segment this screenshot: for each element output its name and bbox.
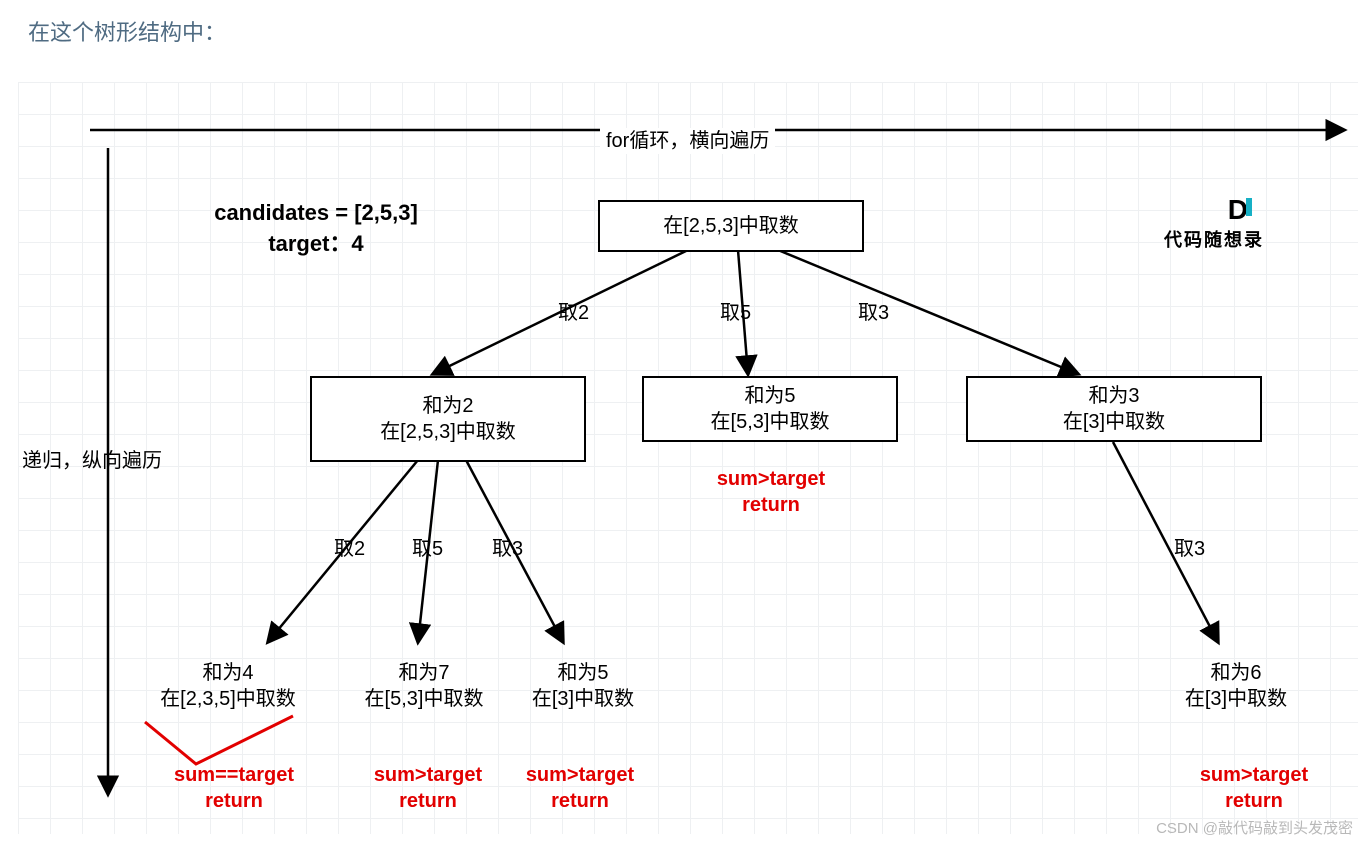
result-note: sum>target return <box>706 466 836 518</box>
edge-label: 取5 <box>720 300 751 326</box>
node-text: 在[3]中取数 <box>518 686 648 712</box>
result-text: sum>target <box>1194 762 1314 788</box>
node-l2-a: 和为4 在[2,3,5]中取数 <box>148 660 308 712</box>
result-text: sum==target <box>164 762 304 788</box>
node-l1-b: 和为5 在[5,3]中取数 <box>642 376 898 442</box>
node-root-text: 在[2,5,3]中取数 <box>663 213 799 239</box>
node-l2-d: 和为6 在[3]中取数 <box>1166 660 1306 712</box>
node-l2-b: 和为7 在[5,3]中取数 <box>354 660 494 712</box>
result-text: return <box>706 492 836 518</box>
result-text: sum>target <box>706 466 836 492</box>
edge-label: 取3 <box>492 536 523 562</box>
result-text: return <box>368 788 488 814</box>
result-text: sum>target <box>368 762 488 788</box>
node-text: 和为7 <box>354 660 494 686</box>
node-text: 和为6 <box>1166 660 1306 686</box>
target-label: target：4 <box>186 226 446 258</box>
node-text: 和为3 <box>1088 383 1139 409</box>
result-note: sum>target return <box>520 762 640 814</box>
result-note: sum==target return <box>164 762 304 814</box>
result-note: sum>target return <box>368 762 488 814</box>
node-text: 在[3]中取数 <box>1166 686 1306 712</box>
node-text: 在[2,5,3]中取数 <box>380 419 516 445</box>
node-text: 和为5 <box>518 660 648 686</box>
diagram-canvas: for循环，横向遍历 递归，纵向遍历 candidates = [2,5,3] … <box>18 82 1358 834</box>
node-l2-c: 和为5 在[3]中取数 <box>518 660 648 712</box>
node-text: 和为2 <box>422 393 473 419</box>
node-root: 在[2,5,3]中取数 <box>598 200 864 252</box>
node-text: 在[5,3]中取数 <box>354 686 494 712</box>
node-text: 和为4 <box>148 660 308 686</box>
logo-text: 代码随想录 <box>1164 226 1264 252</box>
node-text: 在[2,3,5]中取数 <box>148 686 308 712</box>
node-l1-a: 和为2 在[2,5,3]中取数 <box>310 376 586 462</box>
logo-mark: D <box>1228 194 1248 225</box>
edge-label: 取3 <box>858 300 889 326</box>
node-text: 和为5 <box>744 383 795 409</box>
edge-label: 取5 <box>412 536 443 562</box>
edge-label: 取3 <box>1174 536 1205 562</box>
edge-label: 取2 <box>558 300 589 326</box>
result-text: sum>target <box>520 762 640 788</box>
result-note: sum>target return <box>1194 762 1314 814</box>
candidates-label: candidates = [2,5,3] <box>186 200 446 226</box>
watermark: CSDN @敲代码敲到头发茂密 <box>1156 817 1353 838</box>
result-text: return <box>164 788 304 814</box>
result-text: return <box>1194 788 1314 814</box>
result-text: return <box>520 788 640 814</box>
vertical-axis-label: 递归，纵向遍历 <box>22 444 162 473</box>
edge-label: 取2 <box>334 536 365 562</box>
node-text: 在[5,3]中取数 <box>711 409 830 435</box>
logo: D 代码随想录 <box>1164 194 1264 252</box>
arrows-layer <box>18 82 1358 834</box>
horizontal-axis-label: for循环，横向遍历 <box>600 128 775 154</box>
node-text: 在[3]中取数 <box>1063 409 1165 435</box>
node-l1-c: 和为3 在[3]中取数 <box>966 376 1262 442</box>
page-title: 在这个树形结构中： <box>28 15 226 47</box>
